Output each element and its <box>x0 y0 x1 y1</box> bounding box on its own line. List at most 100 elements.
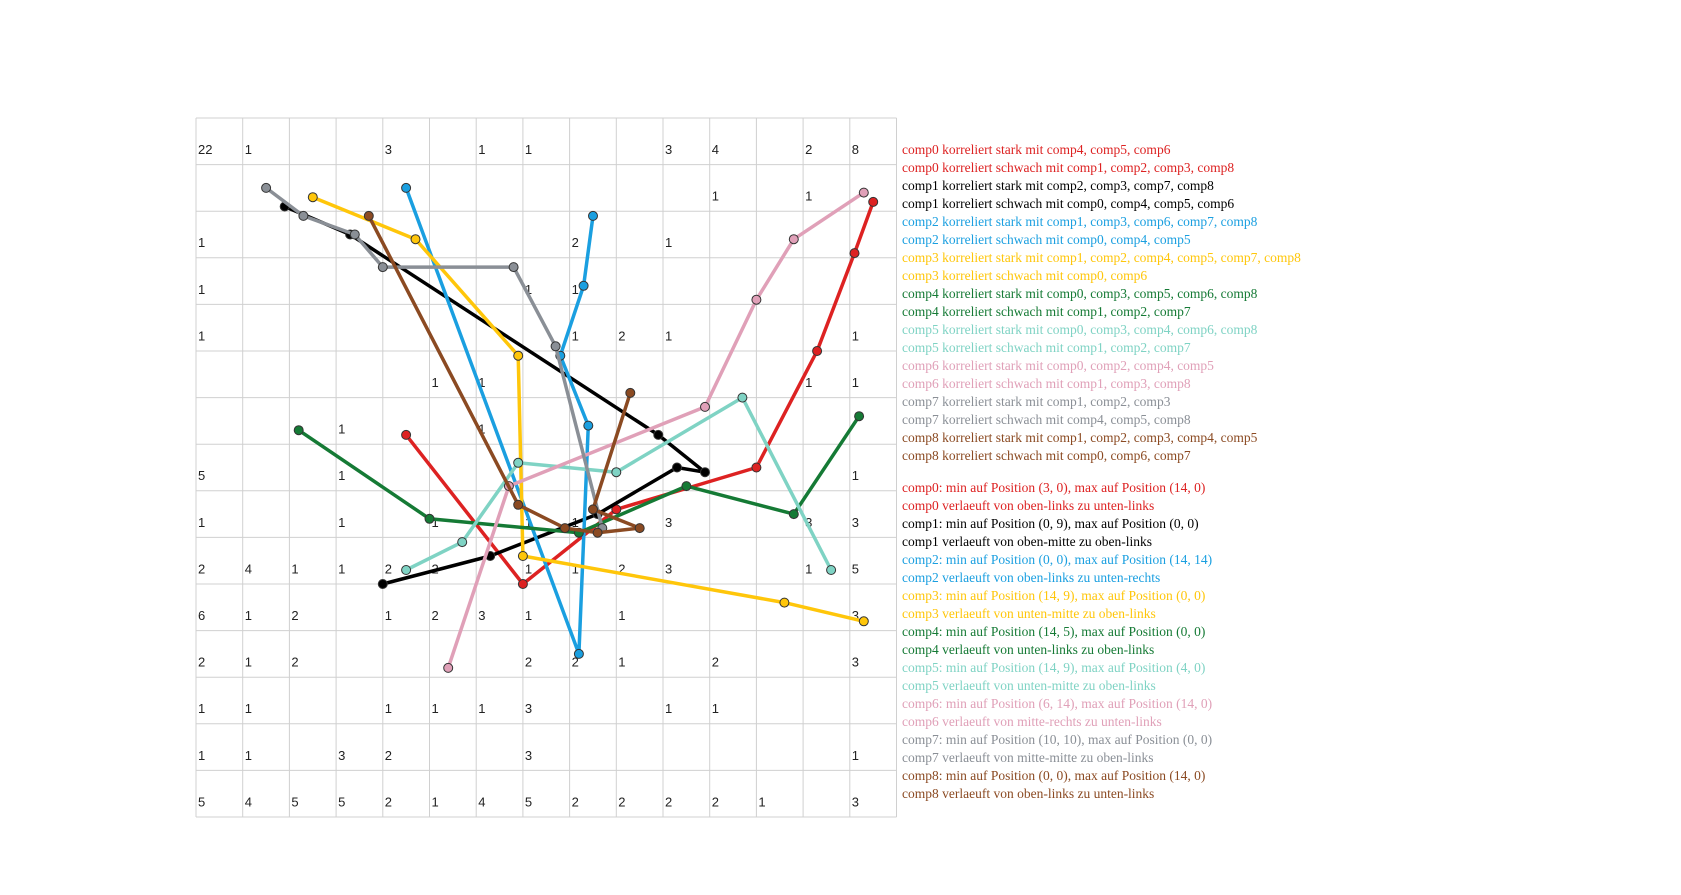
position-legend-entry: comp0: min auf Position (3, 0), max auf … <box>902 480 1206 495</box>
cell-count-label: 1 <box>338 561 345 576</box>
cell-count-label: 1 <box>432 794 439 809</box>
position-legend-entry: comp5 verlaeuft von unten-mitte zu oben-… <box>902 678 1156 693</box>
cell-count-label: 5 <box>852 561 859 576</box>
cell-count-label: 1 <box>478 375 485 390</box>
cell-count-label: 1 <box>852 328 859 343</box>
position-legend-entry: comp6 verlaeuft von mitte-rechts zu unte… <box>902 714 1162 729</box>
correlation-legend-entry: comp7 korreliert schwach mit comp4, comp… <box>902 412 1191 427</box>
comp7-point <box>349 229 360 240</box>
comp0-point <box>849 248 860 259</box>
comp3-point <box>410 234 421 245</box>
cell-count-label: 3 <box>665 561 672 576</box>
cell-count-label: 1 <box>525 608 532 623</box>
comp5-point <box>401 565 412 575</box>
cell-count-label: 3 <box>805 515 812 530</box>
cell-count-label: 2 <box>385 794 392 809</box>
cell-count-label: 1 <box>758 794 765 809</box>
cell-count-label: 2 <box>291 608 298 623</box>
cell-count-label: 2 <box>198 655 205 670</box>
cell-count-label: 6 <box>198 608 205 623</box>
comp0-point <box>401 429 412 440</box>
comp7-point <box>298 210 309 221</box>
comp6-point <box>751 294 762 305</box>
comp6-line <box>446 190 866 670</box>
correlation-legend-entry: comp2 korreliert stark mit comp1, comp3,… <box>902 214 1258 229</box>
cell-count-label: 2 <box>572 794 579 809</box>
correlation-legend-entry: comp6 korreliert stark mit comp0, comp2,… <box>902 358 1214 373</box>
comp5-point <box>611 467 622 478</box>
cell-count-label: 2 <box>198 561 205 576</box>
correlation-legend-entry: comp3 korreliert stark mit comp1, comp2,… <box>902 250 1301 265</box>
cell-count-label: 2 <box>385 748 392 763</box>
comp4-point <box>788 509 799 520</box>
cell-count-label: 1 <box>852 375 859 390</box>
cell-count-label: 4 <box>478 794 485 809</box>
comp8-point <box>513 499 524 510</box>
comp7-point <box>377 262 388 273</box>
cell-count-label: 1 <box>291 561 298 576</box>
comp1-point <box>377 579 388 589</box>
legend: comp0 korreliert stark mit comp4, comp5,… <box>902 141 1662 803</box>
comp4-point <box>681 481 692 492</box>
position-legend-entry: comp4 verlaeuft von unten-links zu oben-… <box>902 642 1155 657</box>
comp3-point <box>858 616 869 627</box>
comp1-point <box>653 429 664 440</box>
cell-count-label: 1 <box>525 561 532 576</box>
cell-count-label: 1 <box>805 189 812 204</box>
comp5-point <box>737 392 748 403</box>
comp8-point <box>363 210 374 221</box>
comp1-point <box>700 467 710 478</box>
comp8-point <box>592 527 603 538</box>
cell-count-label: 2 <box>618 328 625 343</box>
series-lines <box>261 182 879 673</box>
position-legend-entry: comp3 verlaeuft von unten-mitte zu oben-… <box>902 606 1156 621</box>
comp8-point <box>625 387 636 398</box>
comp5-point <box>513 457 524 468</box>
cell-count-label: 1 <box>572 328 579 343</box>
cell-count-label: 1 <box>665 328 672 343</box>
position-legend-entry: comp5: min auf Position (14, 9), max auf… <box>902 660 1206 675</box>
comp7-point <box>508 262 519 273</box>
cell-count-label: 1 <box>198 282 205 297</box>
cell-count-label: 1 <box>618 608 625 623</box>
correlation-legend-entry: comp4 korreliert schwach mit comp1, comp… <box>902 304 1191 319</box>
comp4-point <box>424 513 435 524</box>
cell-count-label: 2 <box>618 561 625 576</box>
cell-count-label: 2 <box>618 794 625 809</box>
comp3-point <box>307 192 318 203</box>
comp0-point <box>868 196 879 207</box>
comp6-point <box>443 662 454 673</box>
cell-count-label: 1 <box>198 748 205 763</box>
cell-count-label: 2 <box>525 655 532 670</box>
correlation-legend-entry: comp5 korreliert schwach mit comp1, comp… <box>902 340 1191 355</box>
correlation-legend-entry: comp0 korreliert schwach mit comp1, comp… <box>902 160 1235 175</box>
comp2-point <box>573 648 584 659</box>
cell-count-label: 2 <box>291 655 298 670</box>
cell-count-label: 1 <box>665 701 672 716</box>
comp0-point <box>751 462 762 473</box>
cell-count-label: 2 <box>665 794 672 809</box>
cell-count-label: 5 <box>338 794 345 809</box>
cell-count-label: 3 <box>665 515 672 530</box>
cell-count-labels: 22 1 3 1 1 3 4 2 81 11 2 11 1 11 1 2 1 11 1 1 11 15 1 11 1 1 1 1 3 3 3… <box>198 142 859 809</box>
cell-count-label: 2 <box>572 235 579 250</box>
position-legend-entry: comp3: min auf Position (14, 9), max auf… <box>902 588 1206 603</box>
comp3-line <box>311 195 866 624</box>
comp5-point <box>457 537 468 548</box>
correlation-legend-entry: comp1 korreliert schwach mit comp0, comp… <box>902 196 1235 211</box>
comp2-point <box>588 210 598 221</box>
cell-count-label: 5 <box>198 468 205 483</box>
cell-count-label: 1 <box>478 142 485 157</box>
cell-count-label: 1 <box>618 655 625 670</box>
cell-count-label: 2 <box>712 794 719 809</box>
position-legend-entry: comp1: min auf Position (0, 9), max auf … <box>902 516 1199 531</box>
comp8-point <box>634 523 645 534</box>
cell-count-label: 2 <box>712 655 719 670</box>
correlation-legend-entry: comp6 korreliert schwach mit comp1, comp… <box>902 376 1191 391</box>
position-legend-entry: comp7 verlaeuft von mitte-mitte zu oben-… <box>902 750 1154 765</box>
position-legend: comp0: min auf Position (3, 0), max auf … <box>902 479 1662 803</box>
correlation-legend-entry: comp5 korreliert stark mit comp0, comp3,… <box>902 322 1258 337</box>
comp3-point <box>517 551 528 561</box>
correlation-legend-entry: comp8 korreliert schwach mit comp0, comp… <box>902 448 1191 463</box>
cell-count-label: 3 <box>665 142 672 157</box>
